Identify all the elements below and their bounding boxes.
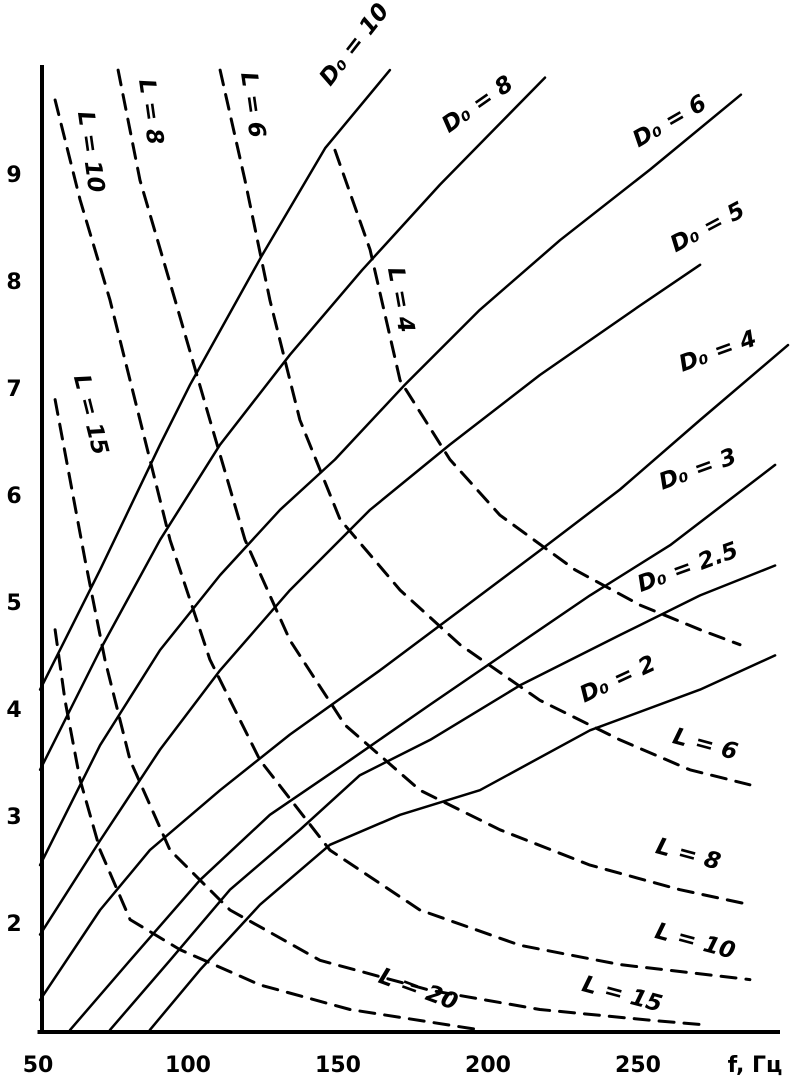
y-tick-label: 9 <box>6 163 21 188</box>
y-tick-label: 5 <box>6 591 21 616</box>
solid-curve <box>68 463 777 1032</box>
y-tick-label: 3 <box>6 805 21 830</box>
curve-label: D₀ = 2.5 <box>634 537 742 597</box>
dashed-curve <box>53 398 702 1026</box>
curve-label: D₀ = 4 <box>676 326 761 378</box>
x-tick-label: 250 <box>615 1053 661 1078</box>
x-tick-label: 100 <box>165 1053 211 1078</box>
solid-curve <box>38 343 790 1002</box>
dashed-curve <box>53 628 482 1032</box>
y-tick-label: 6 <box>6 484 21 509</box>
x-tick-label: 150 <box>315 1053 361 1078</box>
curve-label: D₀ = 3 <box>656 444 741 496</box>
curve-label: L = 8 <box>133 77 168 146</box>
curve-label: L = 10 <box>72 110 109 195</box>
solid-curve <box>148 654 777 1032</box>
curve-label: L = 10 <box>652 918 738 964</box>
x-tick-label: 200 <box>465 1053 511 1078</box>
x-axis-label: f, Гц <box>728 1053 783 1078</box>
y-tick-label: 4 <box>6 698 21 723</box>
y-tick-label: 2 <box>6 912 21 937</box>
solid-curve <box>38 68 392 691</box>
curve-label: D₀ = 5 <box>666 197 749 258</box>
curve-label: D₀ = 6 <box>628 90 711 153</box>
y-tick-label: 7 <box>6 377 21 402</box>
solid-curve <box>38 76 547 772</box>
y-tick-label: 8 <box>6 270 21 295</box>
curve-label: L = 6 <box>670 723 740 765</box>
dashed-curve <box>53 98 752 982</box>
dashed-curve <box>116 68 752 907</box>
curve-label: L = 20 <box>375 963 461 1015</box>
dashed-curve <box>218 68 752 787</box>
curve-label: L = 15 <box>68 372 113 458</box>
curve-label: L = 15 <box>579 971 665 1017</box>
solid-curve <box>38 263 702 936</box>
dashed-curve <box>333 148 742 647</box>
curve-label: D₀ = 2 <box>576 651 660 709</box>
curve-label: L = 6 <box>235 70 270 139</box>
curve-label: L = 8 <box>653 833 723 875</box>
solid-curve <box>38 93 743 867</box>
solid-curve <box>108 564 777 1032</box>
curve-label: D₀ = 8 <box>437 71 518 138</box>
x-tick-label: 50 <box>23 1053 54 1078</box>
